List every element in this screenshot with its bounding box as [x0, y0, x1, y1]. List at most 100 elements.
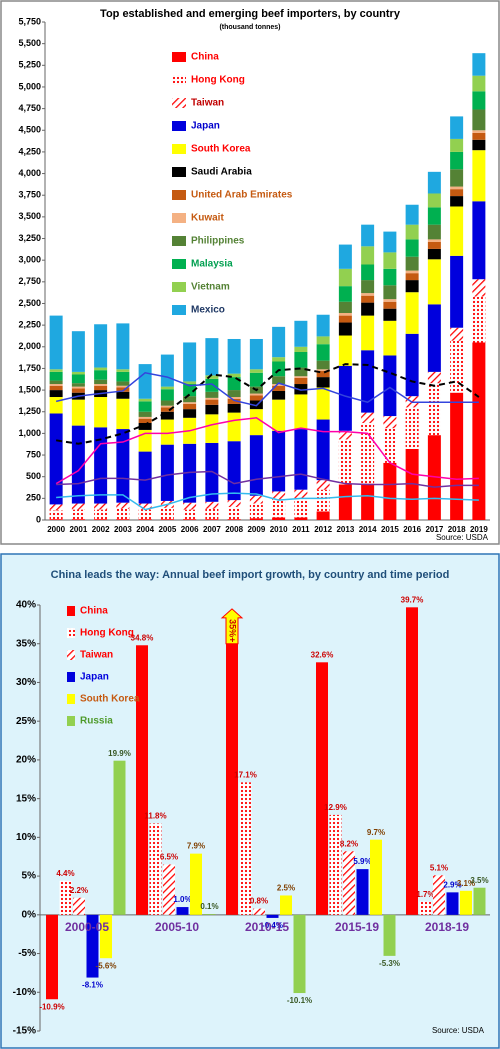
x-tick-label: 2010	[270, 525, 288, 534]
bar	[86, 914, 99, 978]
bar-segment	[361, 280, 375, 294]
bar-segment	[316, 314, 330, 337]
bar-segment	[472, 279, 486, 297]
trend-line	[55, 371, 479, 407]
bar-segment	[405, 407, 419, 449]
value-label: 39.7%	[401, 595, 424, 604]
bar-segment	[427, 259, 441, 305]
x-tick-label: 2018	[448, 525, 466, 534]
value-label: 2.5%	[277, 884, 295, 893]
bar-segment	[316, 489, 330, 512]
value-label: -5.6%	[96, 961, 117, 970]
bar	[190, 853, 202, 915]
bar	[343, 851, 355, 915]
bar-segment	[160, 407, 174, 412]
bar-segment	[316, 419, 330, 481]
bar-segment	[116, 519, 130, 520]
legend-swatch	[172, 167, 186, 177]
bar	[100, 914, 112, 959]
bar-segment	[338, 335, 352, 366]
bar-segment	[183, 409, 197, 418]
bar-segment	[71, 388, 85, 393]
bar-segment	[138, 364, 152, 399]
bar-segment	[160, 354, 174, 387]
bar-segment	[116, 391, 130, 399]
bar-segment	[94, 503, 108, 510]
bar-segment	[383, 416, 397, 429]
bar-segment	[227, 373, 241, 378]
legend-swatch	[172, 236, 186, 246]
bar-segment	[472, 53, 486, 76]
bar	[446, 892, 459, 915]
bar-segment	[294, 498, 308, 518]
bar-segment	[405, 224, 419, 240]
bar-segment	[183, 342, 197, 382]
y-tick-label: 500	[26, 471, 41, 481]
bar-segment	[272, 376, 286, 385]
bar-segment	[405, 448, 419, 520]
legend-swatch	[172, 213, 186, 223]
bar-segment	[383, 231, 397, 253]
bar-segment	[227, 441, 241, 501]
bar-segment	[338, 313, 352, 316]
bar-segment	[338, 244, 352, 269]
bar-segment	[294, 367, 308, 377]
bar-segment	[316, 387, 330, 420]
legend-swatch	[172, 98, 186, 108]
bar-segment	[116, 381, 130, 386]
bar-segment	[138, 509, 152, 520]
y-tick-label: 3,750	[18, 190, 41, 200]
bar	[163, 864, 175, 915]
bar-segment	[450, 392, 464, 520]
bar-segment	[116, 429, 130, 503]
bar-segment	[294, 489, 308, 499]
value-label: 32.6%	[311, 650, 334, 659]
bar-segment	[272, 500, 286, 518]
legend-label: Kuwait	[191, 213, 224, 224]
bar-segment	[138, 422, 152, 430]
bar-segment	[450, 206, 464, 256]
bar-segment	[294, 351, 308, 368]
bar-segment	[272, 517, 286, 520]
bar-segment	[249, 409, 263, 436]
x-tick-label: 2019	[470, 525, 488, 534]
bar-segment	[183, 403, 197, 410]
bar	[239, 782, 252, 915]
bar	[280, 895, 292, 915]
bar-segment	[94, 379, 108, 385]
legend-swatch	[67, 716, 75, 726]
bar-segment	[116, 371, 130, 382]
value-label: -0.4%	[262, 921, 283, 930]
bar-segment	[183, 443, 197, 503]
legend-label: Hong Kong	[191, 75, 245, 86]
x-tick-label: 2007	[203, 525, 221, 534]
bar-segment	[205, 519, 219, 520]
bar-segment	[49, 397, 63, 414]
x-tick-label: 2003	[114, 525, 132, 534]
chart-subtitle: (thousand tonnes)	[219, 24, 280, 31]
value-label: 8.2%	[340, 839, 358, 848]
bar-segment	[472, 132, 486, 140]
value-label: 1.7%	[416, 890, 434, 899]
y-tick-label: 15%	[16, 793, 36, 804]
bar-segment	[71, 503, 85, 510]
bar-segment	[183, 519, 197, 520]
trend-line	[56, 492, 479, 511]
bar-segment	[183, 384, 197, 397]
x-tick-label: 2015	[381, 525, 399, 534]
bar	[46, 914, 58, 1000]
y-tick-label: 2,750	[18, 276, 41, 286]
bar-segment	[71, 509, 85, 520]
bar-segment	[472, 342, 486, 520]
bar-segment	[205, 501, 219, 509]
value-label: -5.3%	[379, 959, 400, 968]
legend-label: China	[80, 606, 108, 617]
bar-segment	[249, 338, 263, 370]
bar-segment	[450, 169, 464, 187]
y-tick-label: 5,000	[18, 81, 41, 91]
bar-segment	[338, 315, 352, 323]
bar	[266, 914, 279, 918]
bar-segment	[472, 75, 486, 92]
value-label: 34.8%	[131, 633, 154, 642]
